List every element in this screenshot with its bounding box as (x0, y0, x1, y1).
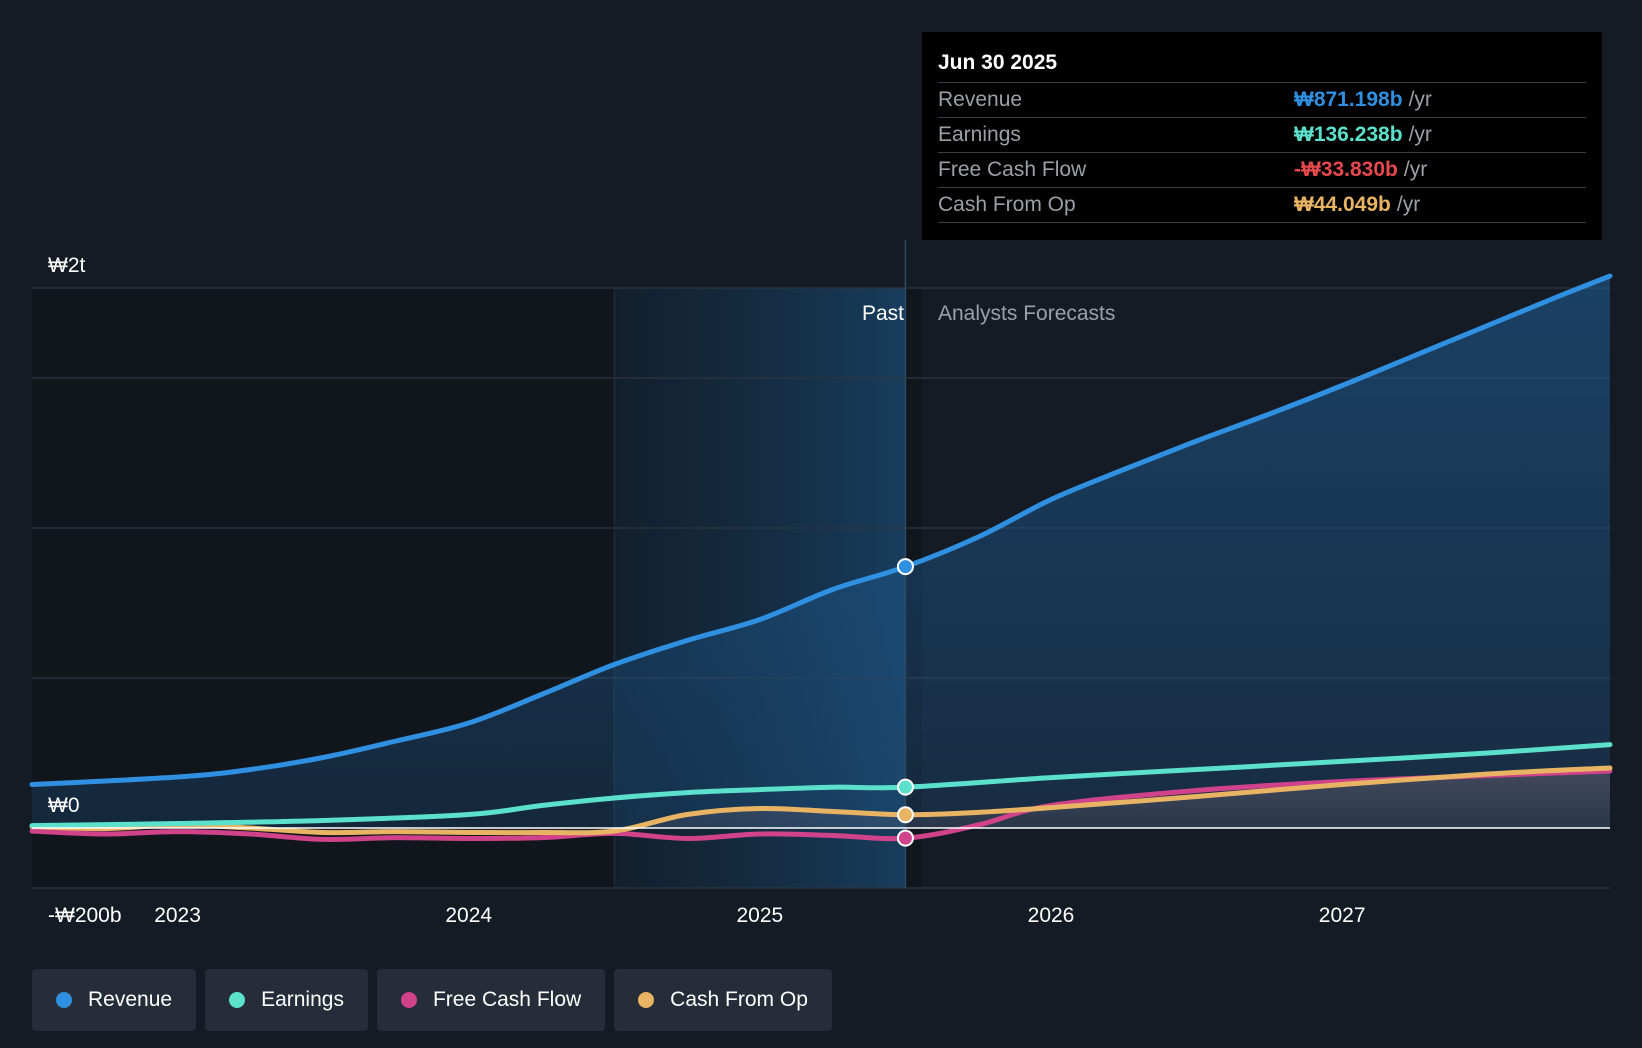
tooltip-panel: Jun 30 2025 Revenue ₩871.198b /yr Earnin… (922, 32, 1602, 240)
past-label: Past (862, 302, 904, 325)
tooltip-value: -₩33.830b (1294, 158, 1398, 181)
marker-revenue (896, 558, 914, 576)
legend-label: Cash From Op (670, 988, 808, 1011)
tooltip-row-cash-from-op: Cash From Op ₩44.049b /yr (938, 188, 1586, 223)
tooltip-unit: /yr (1408, 123, 1432, 146)
tooltip-unit: /yr (1396, 193, 1421, 216)
tooltip-label: Revenue (938, 88, 1023, 111)
x-tick-label: 2023 (154, 904, 201, 927)
marker-earnings (896, 778, 914, 796)
tooltip-row-revenue: Revenue ₩871.198b /yr (938, 83, 1586, 118)
x-tick-label: 2025 (737, 904, 784, 927)
x-tick-label: 2024 (445, 904, 492, 927)
tooltip-label: Cash From Op (938, 193, 1076, 216)
legend-label: Earnings (261, 988, 344, 1011)
y-tick-label: ₩2t (48, 254, 86, 277)
x-tick-label: 2026 (1028, 904, 1075, 927)
legend-item-cash-from-op[interactable]: Cash From Op (614, 969, 832, 1031)
marker-cfo (896, 806, 914, 824)
legend-label: Revenue (88, 988, 173, 1011)
y-tick-label: ₩0 (48, 794, 80, 817)
tooltip-label: Earnings (938, 123, 1021, 146)
series-line-revenue (29, 273, 1613, 787)
cash-from-op-dot-icon (638, 992, 655, 1008)
legend: Revenue Earnings Free Cash Flow Cash Fro… (32, 969, 832, 1031)
cash-area (32, 768, 1610, 833)
y-tick-label: -₩200b (48, 904, 122, 927)
x-tick-label: 2027 (1319, 904, 1366, 927)
hover-markers (896, 558, 914, 847)
free-cash-flow-dot-icon (400, 992, 417, 1008)
legend-item-revenue[interactable]: Revenue (32, 969, 197, 1031)
series-line-fcf (29, 768, 1613, 843)
legend-item-free-cash-flow[interactable]: Free Cash Flow (376, 969, 606, 1031)
tooltip-row-earnings: Earnings ₩136.238b /yr (938, 118, 1586, 153)
forecast-label: Analysts Forecasts (938, 302, 1115, 325)
series-line-earnings (29, 742, 1613, 829)
earnings-dot-icon (229, 992, 246, 1008)
legend-label: Free Cash Flow (432, 988, 582, 1011)
tooltip-date: Jun 30 2025 (938, 48, 1586, 83)
x-axis-labels: 2023 2024 2025 2026 2027 (154, 904, 1365, 927)
tooltip-unit: /yr (1408, 88, 1432, 111)
tooltip-value: ₩871.198b (1294, 88, 1403, 111)
tooltip-unit: /yr (1403, 158, 1428, 181)
y-axis-labels: ₩2t ₩0 -₩200b (48, 254, 122, 927)
marker-fcf (896, 829, 914, 847)
tooltip-value: ₩136.238b (1294, 123, 1403, 146)
legend-item-earnings[interactable]: Earnings (205, 969, 368, 1031)
tooltip-value: ₩44.049b (1294, 193, 1391, 216)
tooltip-row-free-cash-flow: Free Cash Flow -₩33.830b /yr (938, 153, 1586, 188)
revenue-area (32, 276, 1610, 828)
revenue-dot-icon (56, 992, 72, 1008)
tooltip-label: Free Cash Flow (938, 158, 1087, 181)
